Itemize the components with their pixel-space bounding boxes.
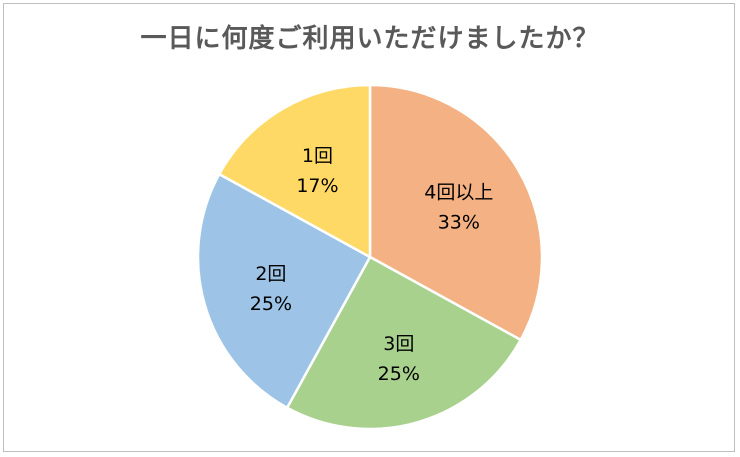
pie-slice-2 — [285, 255, 523, 431]
slice-percent-4: 17% — [296, 175, 338, 197]
pie-slice-1 — [368, 83, 544, 342]
slice-label-2: 3回 — [383, 333, 414, 355]
slice-percent-3: 25% — [250, 293, 292, 315]
pie-slice-3 — [196, 172, 372, 410]
pie-slice-4 — [217, 83, 372, 260]
slice-percent-1: 33% — [438, 211, 480, 233]
slice-percent-2: 25% — [378, 363, 420, 385]
slice-label-1: 4回以上 — [424, 181, 493, 203]
slice-label-3: 2回 — [255, 263, 286, 285]
chart-title: 一日に何度ご利用いただけましたか？ — [140, 24, 600, 54]
slice-label-4: 1回 — [302, 145, 333, 167]
